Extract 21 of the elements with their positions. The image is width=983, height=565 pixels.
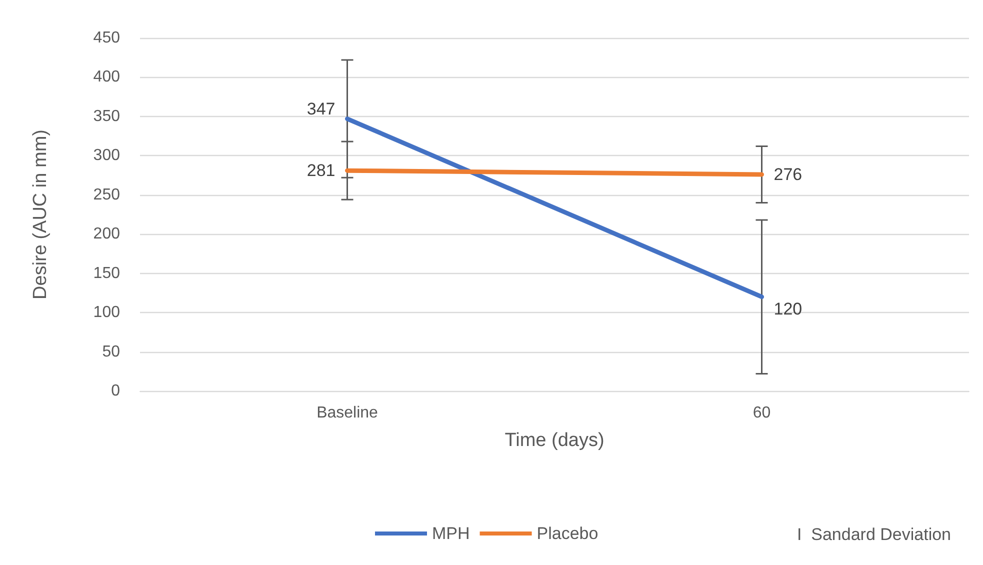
data-label: 347 [306,99,336,118]
y-tick-label: 450 [93,30,120,46]
y-tick-label: 50 [102,343,120,360]
x-tick-label: Baseline [316,404,378,422]
y-tick-label: 100 [93,304,120,322]
y-tick-label: 150 [93,264,120,282]
data-label: 281 [306,161,336,180]
y-tick-label: 0 [111,382,120,400]
legend-label: MPH [432,524,470,543]
y-axis-title: Desire (AUC in mm) [30,130,51,300]
y-tick-label: 200 [93,226,120,243]
data-label: 276 [774,164,802,184]
x-axis-title: Time (days) [504,430,604,451]
y-tick-label: 400 [93,68,120,86]
y-tick-label: 300 [93,147,120,164]
legend-label: Placebo [536,524,598,543]
y-tick-label: 350 [93,108,120,125]
x-tick-label: 60 [752,404,771,422]
text: I Sandard Deviation [796,525,952,544]
y-tick-label: 250 [93,186,120,204]
data-label: 120 [774,299,802,318]
